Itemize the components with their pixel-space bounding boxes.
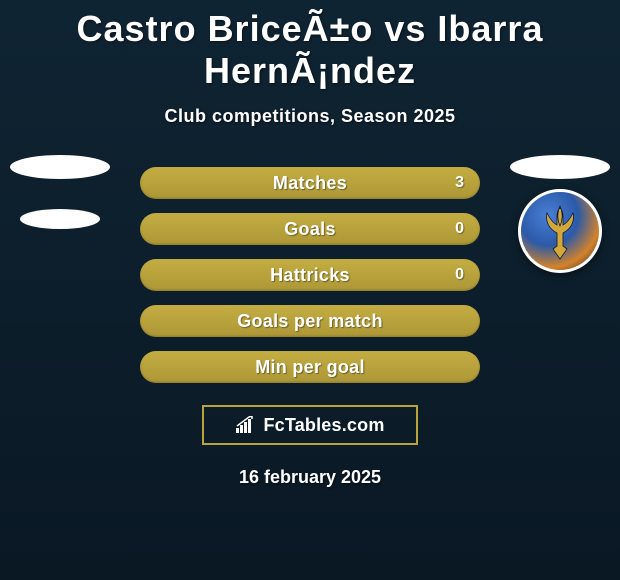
placeholder-ellipse-icon [20,209,100,229]
stat-row-hattricks: Hattricks 0 [140,259,480,291]
stat-rows: Matches 3 Goals 0 Hattricks 0 Goals per … [140,167,480,383]
placeholder-ellipse-icon [10,155,110,179]
stats-area: Matches 3 Goals 0 Hattricks 0 Goals per … [0,167,620,488]
brand-label: FcTables.com [263,415,384,436]
stat-label: Goals per match [237,311,383,332]
comparison-card: Castro BriceÃ±o vs Ibarra HernÃ¡ndez Clu… [0,0,620,488]
bar-chart-icon [235,416,257,434]
brand-box: FcTables.com [202,405,418,445]
page-subtitle: Club competitions, Season 2025 [0,106,620,127]
player-left-badge-area [10,155,110,265]
stat-label: Goals [284,219,336,240]
stat-row-goals-per-match: Goals per match [140,305,480,337]
stat-row-matches: Matches 3 [140,167,480,199]
placeholder-ellipse-icon [510,155,610,179]
player-right-badge-area [510,155,610,295]
stat-label: Min per goal [255,357,365,378]
club-crest-icon [518,189,602,273]
stat-row-min-per-goal: Min per goal [140,351,480,383]
date-label: 16 february 2025 [0,467,620,488]
stat-value-right: 0 [455,266,464,284]
stat-label: Matches [273,173,347,194]
stat-label: Hattricks [270,265,350,286]
trident-icon [535,201,585,261]
stat-value-right: 0 [455,220,464,238]
page-title: Castro BriceÃ±o vs Ibarra HernÃ¡ndez [0,8,620,92]
stat-row-goals: Goals 0 [140,213,480,245]
stat-value-right: 3 [455,174,464,192]
